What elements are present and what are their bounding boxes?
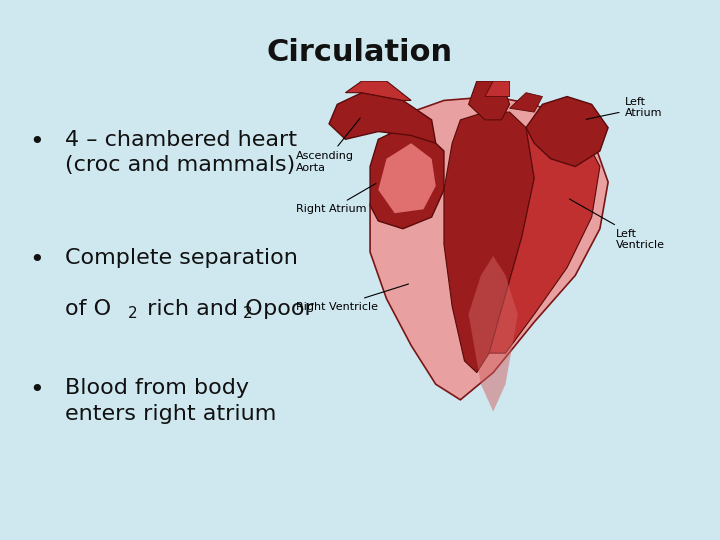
Text: •: • (29, 248, 43, 272)
Polygon shape (485, 81, 510, 97)
Text: Right Atrium: Right Atrium (296, 184, 376, 214)
Polygon shape (370, 97, 608, 400)
Text: Left
Atrium: Left Atrium (586, 97, 662, 119)
Polygon shape (370, 127, 444, 229)
Polygon shape (444, 112, 534, 373)
Polygon shape (489, 120, 600, 353)
Text: 2: 2 (128, 306, 138, 321)
Polygon shape (329, 93, 436, 143)
Text: Blood from body
enters right atrium: Blood from body enters right atrium (65, 378, 276, 423)
Text: •: • (29, 378, 43, 402)
Text: Complete separation: Complete separation (65, 248, 297, 268)
Text: Left
Ventricle: Left Ventricle (570, 199, 665, 251)
Polygon shape (469, 81, 510, 120)
Text: 2: 2 (243, 306, 253, 321)
Polygon shape (346, 81, 411, 100)
Text: Ascending
Aorta: Ascending Aorta (296, 118, 360, 173)
Text: 4 – chambered heart
(croc and mammals): 4 – chambered heart (croc and mammals) (65, 130, 297, 175)
Polygon shape (469, 256, 518, 411)
Text: •: • (29, 130, 43, 153)
Text: rich and O: rich and O (140, 299, 263, 319)
Polygon shape (378, 143, 436, 213)
Text: Right Ventricle: Right Ventricle (296, 284, 408, 312)
Text: Circulation: Circulation (267, 38, 453, 67)
Text: of O: of O (65, 299, 111, 319)
Text: poor: poor (256, 299, 313, 319)
Polygon shape (510, 93, 542, 112)
Polygon shape (526, 97, 608, 166)
